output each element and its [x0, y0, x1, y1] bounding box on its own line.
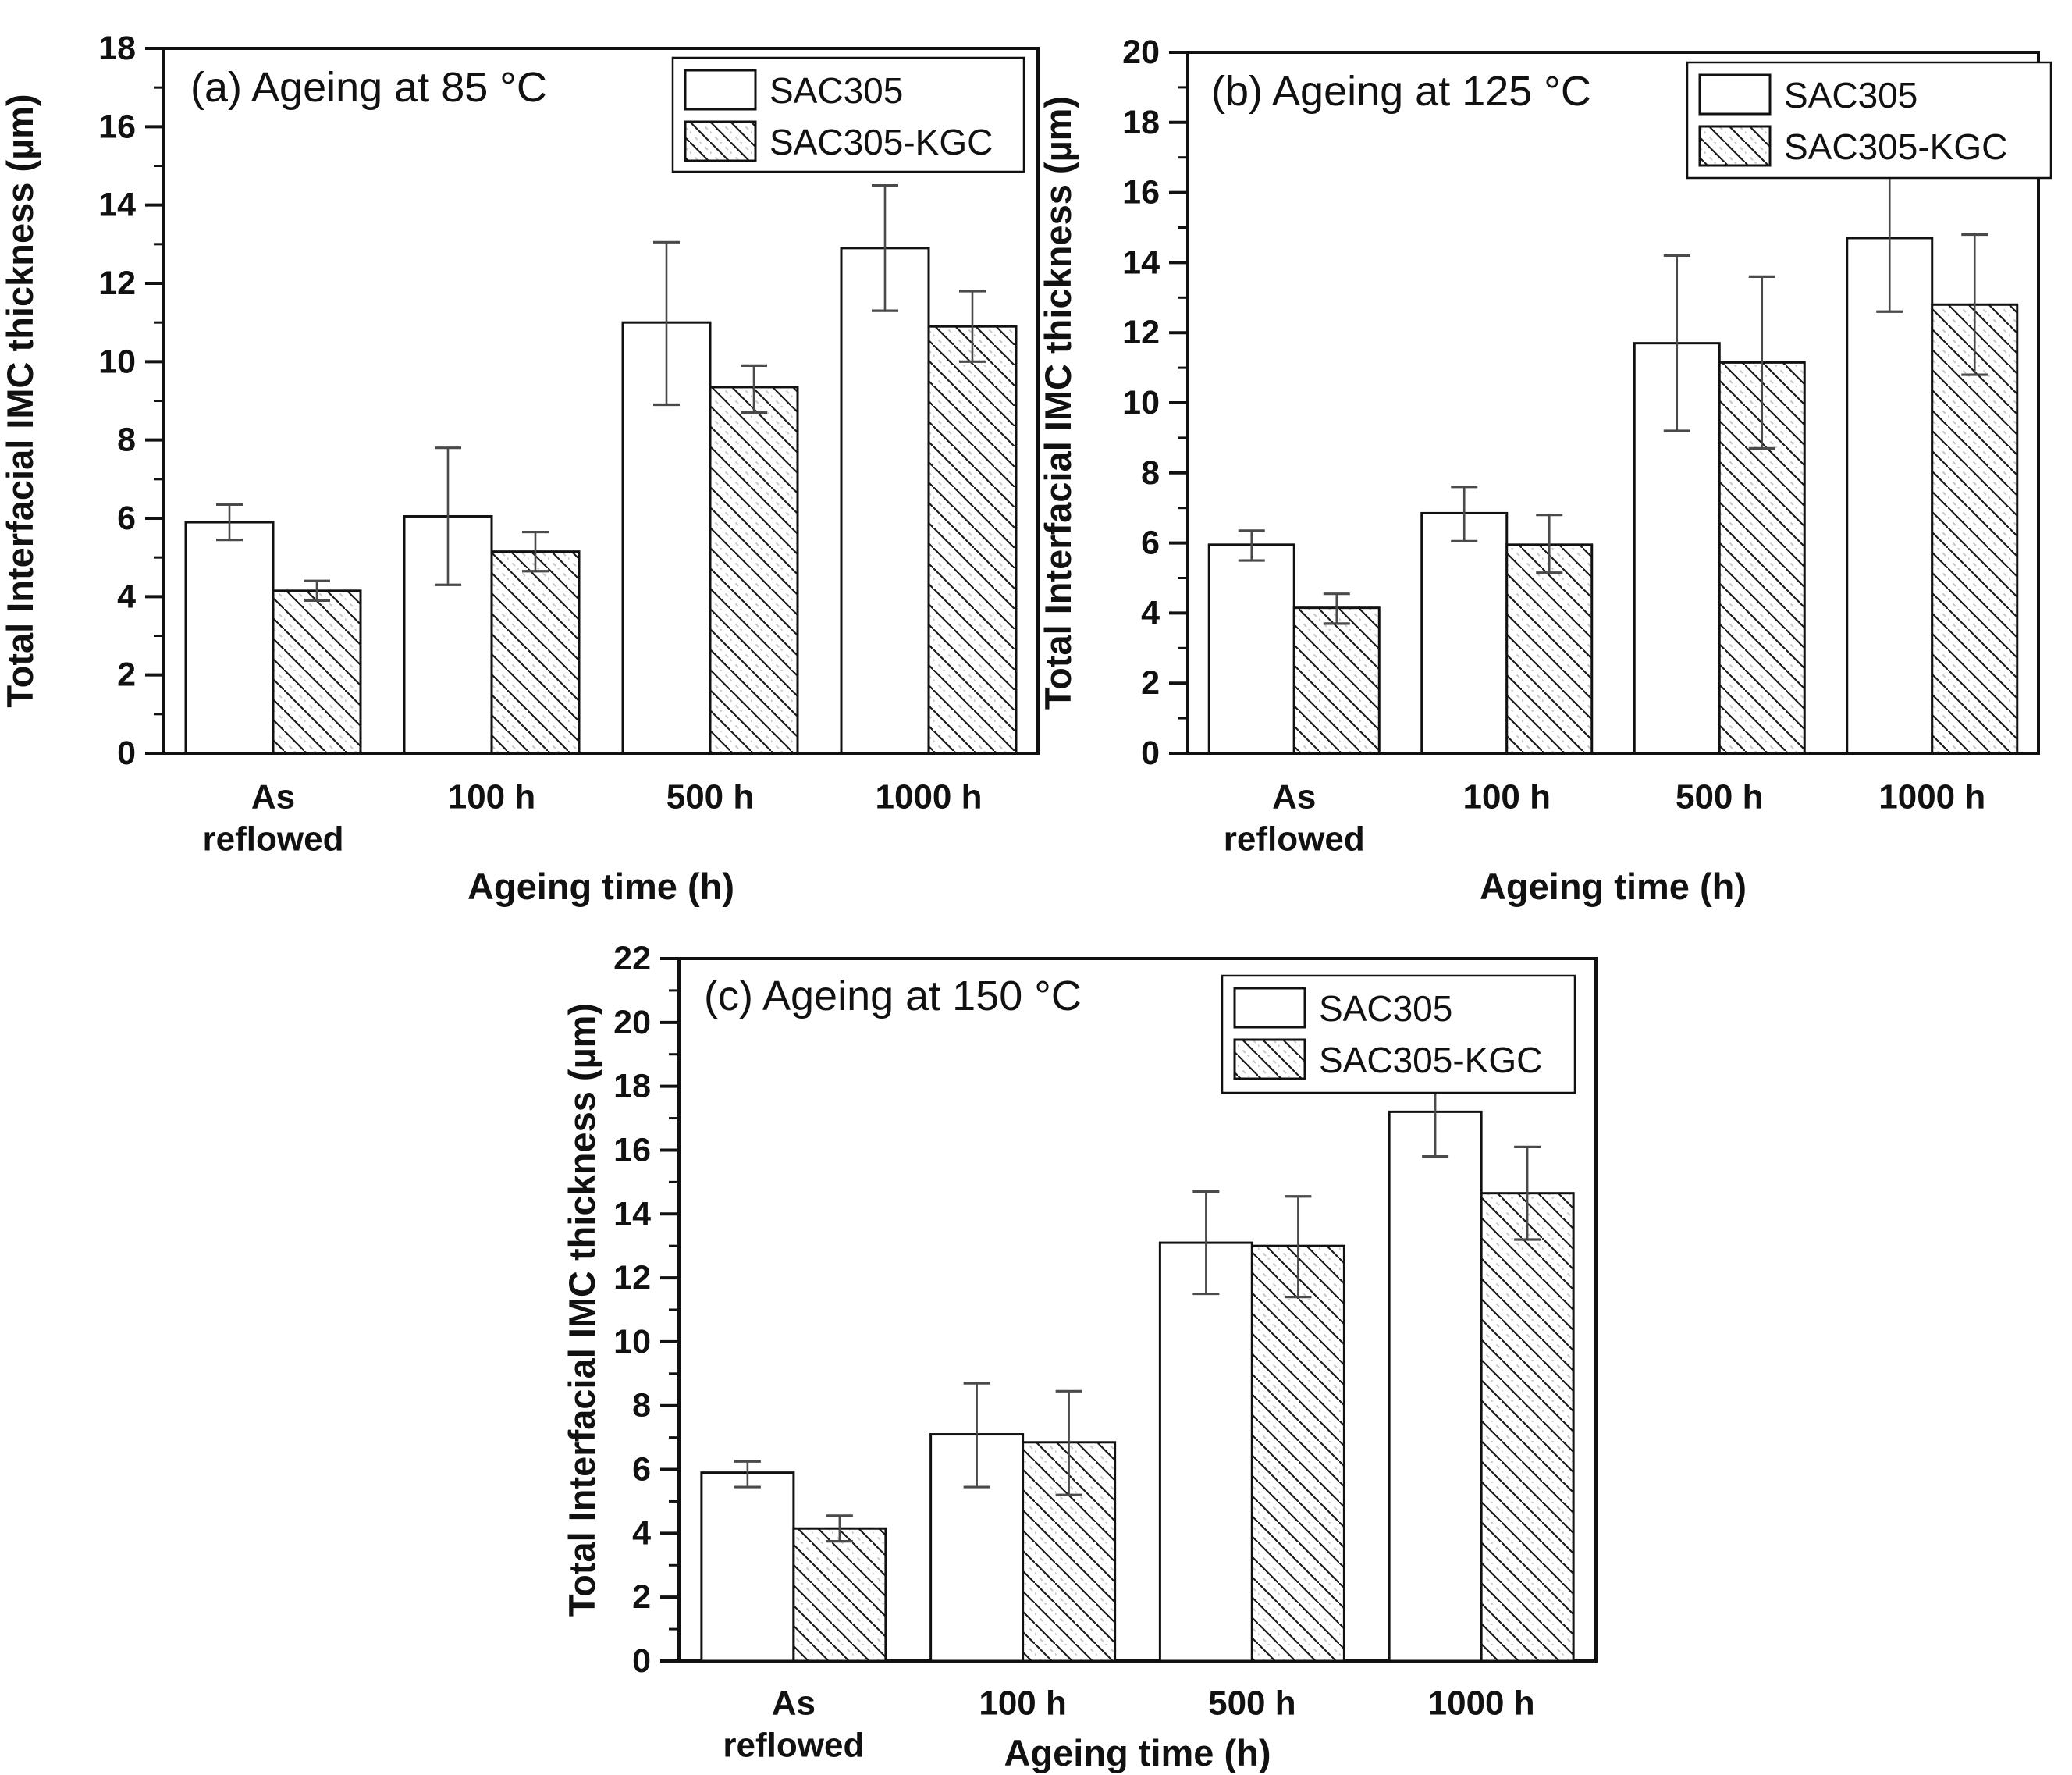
y-tick-label: 8 — [117, 422, 136, 459]
bar-sac305-3 — [840, 247, 930, 755]
legend-label: SAC305 — [769, 70, 903, 111]
bar-sac305-3 — [1846, 237, 1934, 755]
bar-sac305-1 — [1420, 511, 1509, 755]
y-tick-label: 2 — [632, 1578, 651, 1616]
legend-label: SAC305 — [1319, 988, 1452, 1029]
x-category-label: reflowed — [723, 1727, 864, 1765]
legend-swatch-sac305 — [1233, 987, 1306, 1029]
y-tick-label: 18 — [1122, 104, 1160, 141]
y-tick-label: 14 — [1122, 244, 1160, 281]
bar-sac305-3 — [1388, 1110, 1483, 1663]
panel-title: (a) Ageing at 85 °C — [190, 64, 547, 111]
x-axis-title: Ageing time (h) — [1004, 1732, 1271, 1773]
legend-swatch-sac305-kgc — [1233, 1038, 1306, 1080]
bar-sac305-kgc-3 — [927, 325, 1018, 755]
y-tick-label: 14 — [613, 1195, 651, 1233]
x-category-label: 100 h — [1462, 778, 1551, 816]
y-tick-label: 10 — [613, 1323, 651, 1361]
y-tick-label: 12 — [1122, 314, 1160, 351]
y-tick-label: 0 — [117, 735, 136, 772]
x-category-label: 1000 h — [1428, 1684, 1535, 1723]
legend-swatch-sac305-kgc — [1698, 125, 1772, 167]
y-tick-label: 14 — [98, 187, 136, 224]
legend-swatch-sac305 — [684, 69, 757, 111]
y-tick-label: 4 — [117, 578, 136, 615]
legend-label: SAC305-KGC — [1784, 126, 2007, 167]
bar-sac305-kgc-0 — [1292, 606, 1381, 755]
bar-sac305-kgc-1 — [490, 550, 581, 755]
x-category-label: 500 h — [1208, 1684, 1296, 1723]
y-tick-label: 6 — [117, 500, 136, 537]
y-tick-label: 4 — [632, 1514, 651, 1552]
bar-sac305-kgc-2 — [1250, 1244, 1345, 1663]
y-tick-label: 10 — [1122, 384, 1160, 422]
chart-b: 0 2 4 6 8 10 12 14 16 18 20 As reflowed 100 h 500 h 100… — [1037, 34, 2052, 907]
legend-label: SAC305-KGC — [1319, 1040, 1542, 1080]
y-tick-label: 8 — [632, 1387, 651, 1425]
bar-sac305-kgc-2 — [709, 386, 799, 755]
x-category-label: 500 h — [1676, 778, 1764, 816]
bar-sac305-kgc-3 — [1480, 1192, 1575, 1663]
legend-swatch-sac305-kgc — [684, 120, 757, 162]
x-category-label: 1000 h — [1878, 778, 1985, 816]
y-tick-label: 0 — [1141, 735, 1160, 772]
y-tick-label: 16 — [1122, 174, 1160, 212]
bar-sac305-0 — [700, 1471, 795, 1663]
chart-a: 0 2 4 6 8 10 12 14 16 18 As reflowed 100 h 500 h 1000 … — [0, 30, 1040, 907]
x-category-label: As — [251, 778, 295, 816]
y-tick-label: 2 — [117, 656, 136, 694]
chart-c: 0 2 4 6 8 10 12 14 16 18 20 22 As reflowed 100 h 500 h 1… — [561, 940, 1598, 1773]
x-category-label: 100 h — [448, 778, 536, 816]
x-category-label: 500 h — [666, 778, 755, 816]
x-category-label: As — [1272, 778, 1316, 816]
x-axis-title: Ageing time (h) — [1480, 866, 1747, 907]
bar-sac305-0 — [1207, 543, 1295, 755]
bar-sac305-kgc-0 — [272, 589, 362, 755]
bar-sac305-0 — [184, 521, 275, 755]
y-tick-label: 2 — [1141, 664, 1160, 702]
y-tick-label: 18 — [613, 1068, 651, 1105]
x-category-label: As — [772, 1684, 816, 1723]
y-tick-label: 12 — [98, 265, 136, 302]
y-tick-label: 4 — [1141, 594, 1160, 631]
y-tick-label: 10 — [98, 343, 136, 380]
y-tick-label: 12 — [613, 1259, 651, 1297]
bar-sac305-kgc-1 — [1505, 543, 1594, 755]
y-tick-label: 6 — [632, 1451, 651, 1489]
y-tick-label: 0 — [632, 1642, 651, 1680]
legend-label: SAC305-KGC — [769, 122, 993, 162]
y-tick-label: 8 — [1141, 454, 1160, 492]
x-category-label: 1000 h — [876, 778, 983, 816]
x-axis-title: Ageing time (h) — [467, 866, 734, 907]
y-tick-label: 18 — [98, 30, 136, 67]
y-tick-label: 22 — [613, 940, 651, 977]
y-tick-label: 20 — [613, 1004, 651, 1041]
bar-sac305-kgc-3 — [1931, 303, 2019, 755]
y-axis-title: Total Interfacial IMC thickness (µm) — [1037, 96, 1079, 710]
x-category-label: 100 h — [979, 1684, 1067, 1723]
legend-label: SAC305 — [1784, 75, 1917, 116]
x-category-label: reflowed — [1224, 820, 1365, 859]
y-tick-label: 20 — [1122, 34, 1160, 71]
y-tick-label: 16 — [613, 1131, 651, 1169]
y-tick-label: 16 — [98, 108, 136, 145]
bar-sac305-kgc-0 — [792, 1527, 887, 1663]
y-tick-label: 6 — [1141, 525, 1160, 562]
panel-title: (c) Ageing at 150 °C — [704, 973, 1082, 1019]
panel-title: (b) Ageing at 125 °C — [1211, 68, 1591, 115]
y-axis-title: Total Interfacial IMC thickness (µm) — [0, 94, 41, 707]
bar-sac305-2 — [1158, 1241, 1253, 1663]
legend-swatch-sac305 — [1698, 73, 1772, 116]
x-category-label: reflowed — [203, 820, 344, 859]
y-axis-title: Total Interfacial IMC thickness (µm) — [561, 1003, 602, 1617]
